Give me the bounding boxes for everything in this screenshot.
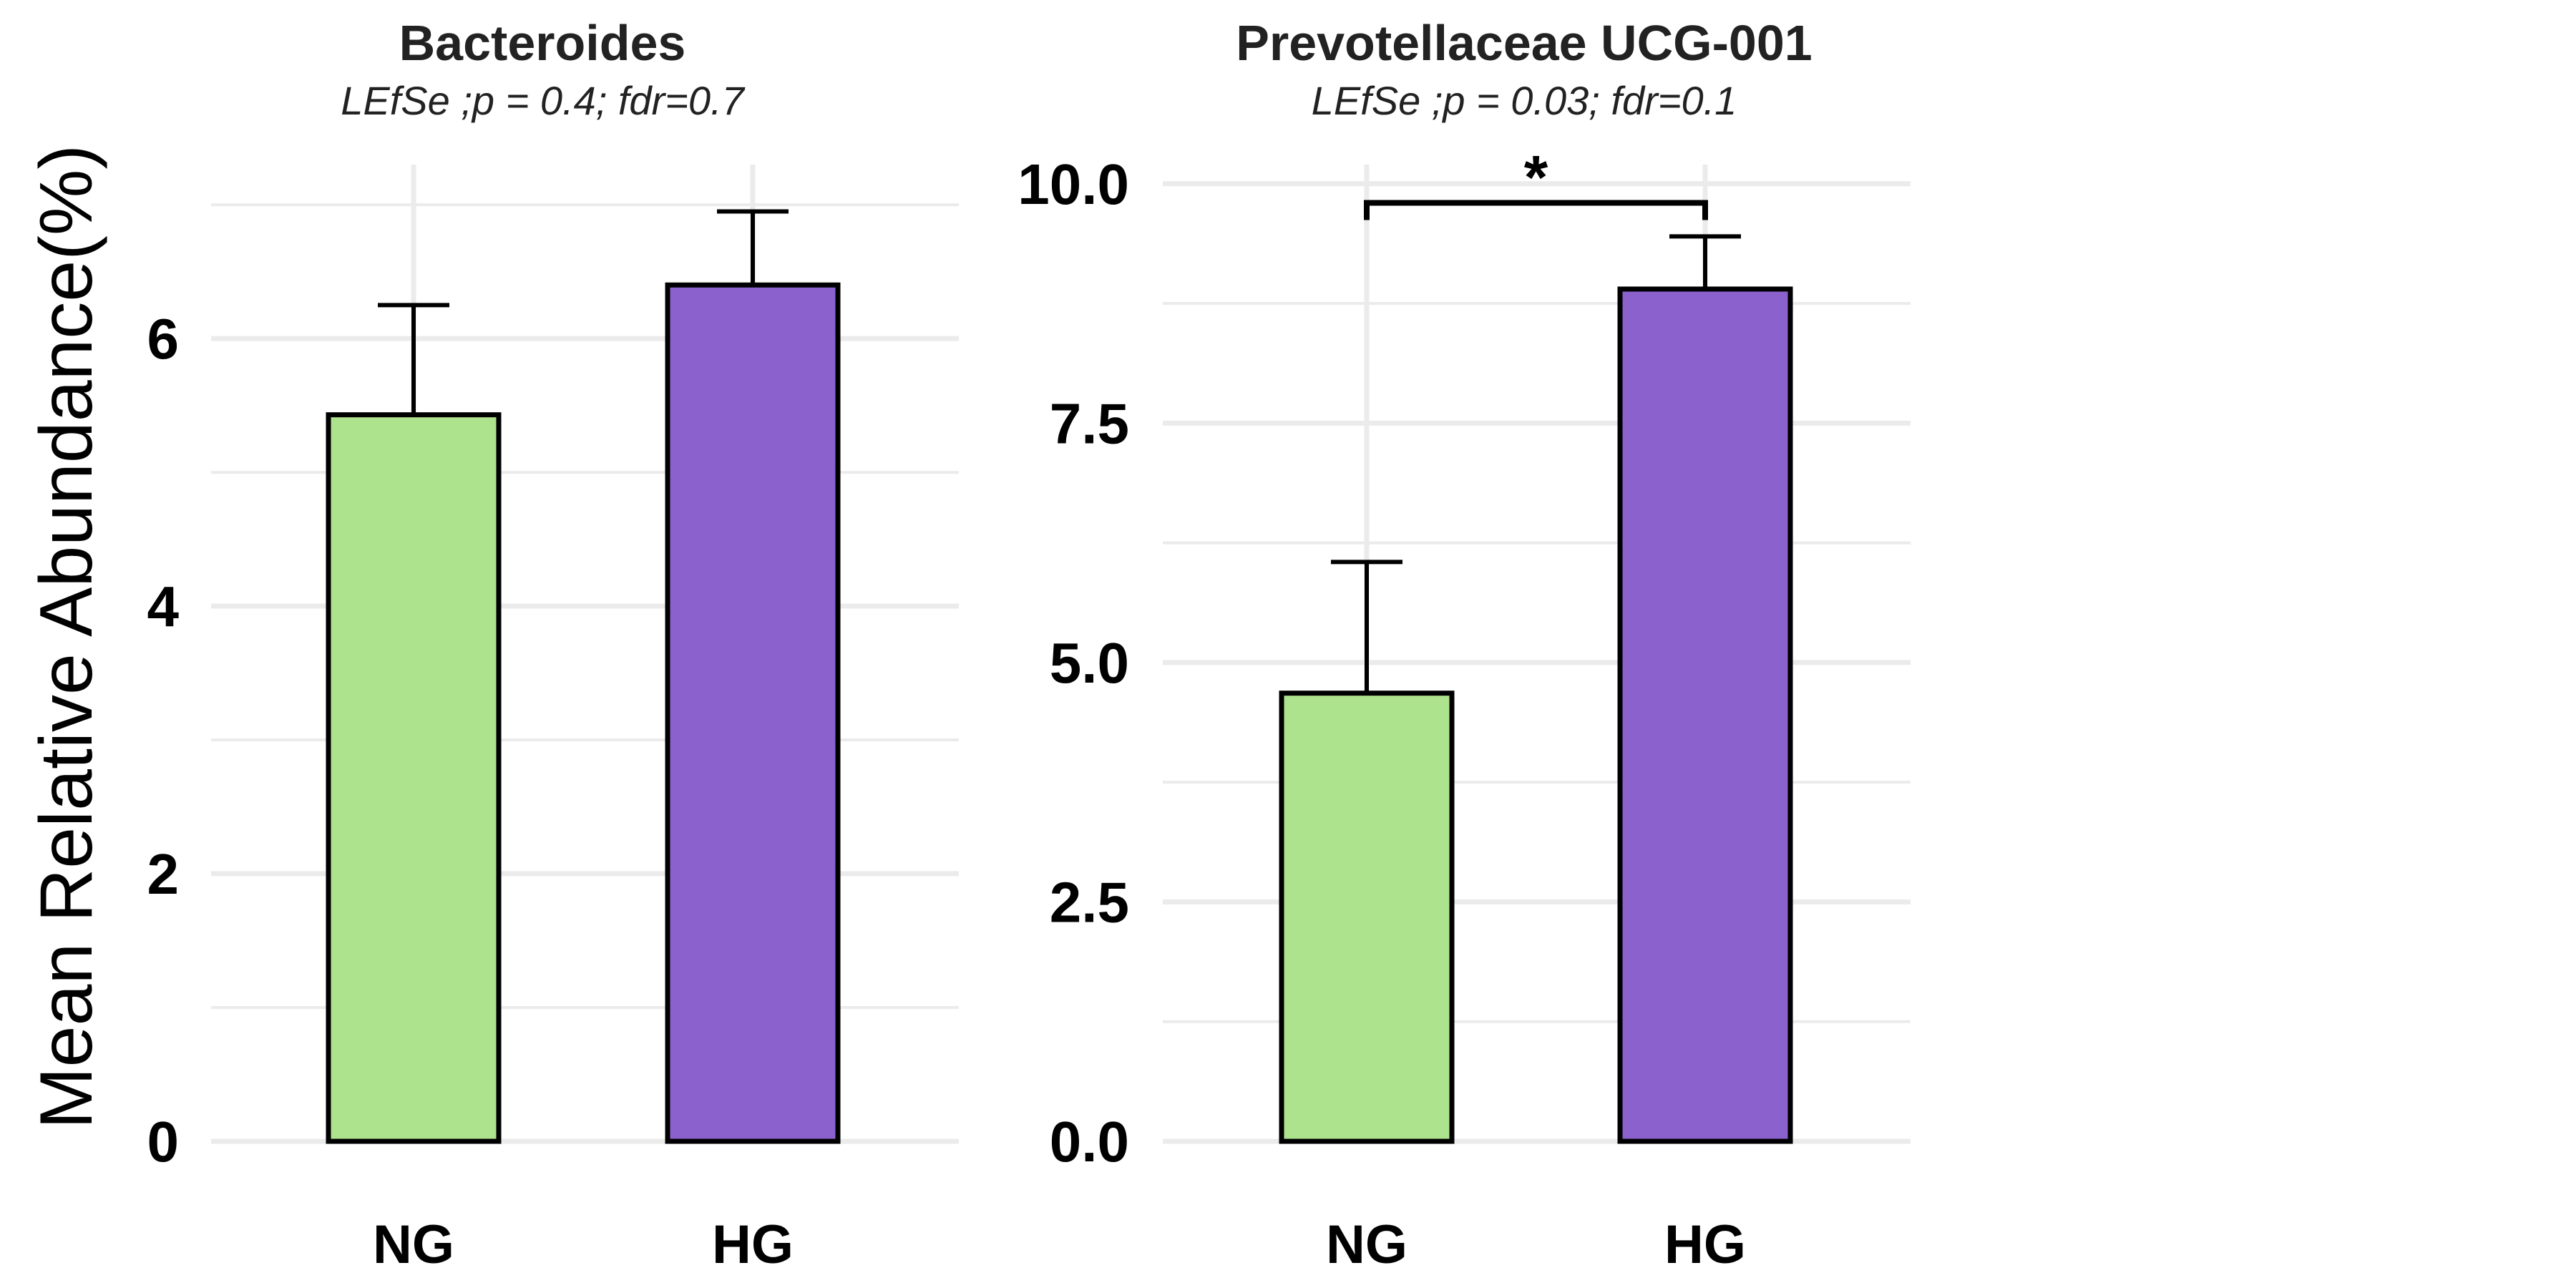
significance-bracket-line <box>1364 200 1708 220</box>
y-tick-label: 0 <box>147 1110 180 1174</box>
x-tick-label-ng: NG <box>373 1214 454 1275</box>
bars <box>1279 234 1793 1144</box>
bars <box>326 209 841 1144</box>
bar-ng <box>1279 691 1455 1144</box>
x-tick-labels: NG HG <box>373 1214 794 1275</box>
x-tick-label-ng: NG <box>1326 1214 1407 1275</box>
bar-ng <box>326 412 502 1144</box>
x-tick-label-hg: HG <box>1664 1214 1746 1275</box>
panel-title: Prevotellaceae UCG-001 <box>1236 15 1812 71</box>
y-tick-label: 10.0 <box>1018 152 1129 216</box>
grid-lines <box>211 165 959 1144</box>
panel-subtitle: LEfSe ;p = 0.03; fdr=0.1 <box>1312 78 1737 123</box>
y-tick-label: 2 <box>147 842 180 906</box>
bar-hg <box>665 282 841 1144</box>
significance-bracket: * <box>1364 144 1708 220</box>
y-tick-label: 0.0 <box>1050 1110 1129 1174</box>
y-tick-labels: 0 2 4 6 <box>147 307 180 1174</box>
bar-hg <box>1617 286 1793 1144</box>
y-tick-label: 4 <box>147 575 180 638</box>
grid-lines <box>1163 165 1911 1144</box>
x-tick-labels: NG HG <box>1326 1214 1746 1275</box>
x-tick-label-hg: HG <box>712 1214 794 1275</box>
y-tick-label: 2.5 <box>1050 870 1129 934</box>
panel-prevotellaceae: Prevotellaceae UCG-001 LEfSe ;p = 0.03; … <box>1018 15 1911 1275</box>
y-tick-label: 6 <box>147 307 180 371</box>
y-tick-label: 5.0 <box>1050 631 1129 695</box>
y-tick-label: 7.5 <box>1050 391 1129 455</box>
significance-label: * <box>1524 144 1548 213</box>
y-axis-title: Mean Relative Abundance(%) <box>25 145 108 1129</box>
panel-title: Bacteroides <box>399 15 686 71</box>
panel-bacteroides: Bacteroides LEfSe ;p = 0.4; fdr=0.7 0 2 4 6… <box>147 15 959 1275</box>
panel-subtitle: LEfSe ;p = 0.4; fdr=0.7 <box>341 78 745 123</box>
y-tick-labels: 0.0 2.5 5.0 7.5 10.0 <box>1018 152 1129 1174</box>
